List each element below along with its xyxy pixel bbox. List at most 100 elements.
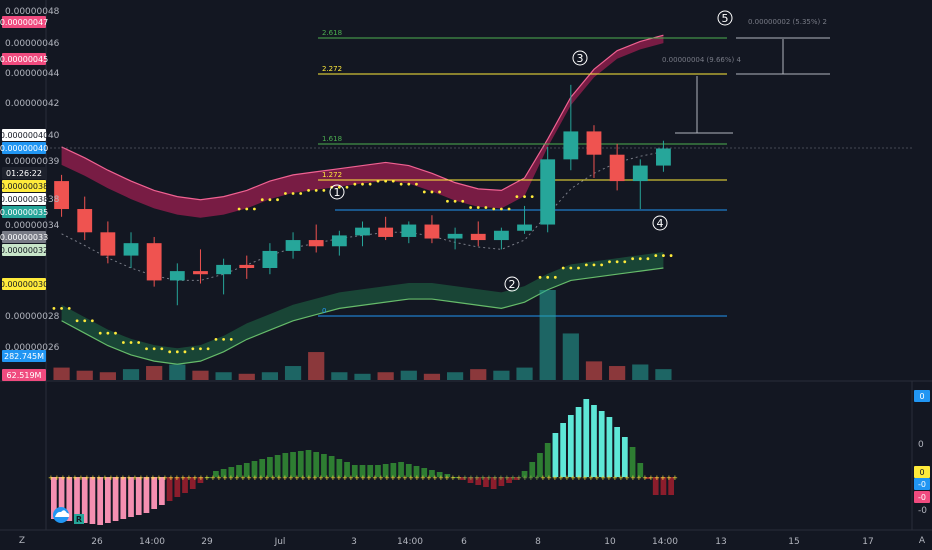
momentum-bar: [452, 477, 458, 478]
wave-labels-layer[interactable]: 1 2 3 4 5: [329, 10, 733, 292]
trail-dot: [90, 319, 94, 323]
volume-bar: [562, 333, 579, 380]
zero-cross-marker: +: [132, 474, 138, 482]
momentum-bar: [81, 477, 88, 523]
measure-layer[interactable]: 0.00000002 (5.35%) 2 0.00000004 (9.66%) 4: [662, 18, 830, 134]
trail-dot: [160, 347, 164, 351]
candle-body: [563, 131, 579, 160]
volume-bar: [215, 372, 232, 380]
price-badge-label: 62.519M: [7, 371, 42, 380]
zero-cross-marker: +: [288, 474, 294, 482]
trail-dot: [214, 338, 218, 341]
zero-cross-marker: +: [102, 474, 108, 482]
osc-tick: 0: [918, 440, 924, 450]
candles-layer[interactable]: [54, 84, 671, 306]
price-badge: [2, 16, 46, 28]
price-badge: [2, 278, 46, 290]
volume-bar: [308, 352, 325, 380]
momentum-bar: [97, 477, 104, 525]
zero-cross-marker: +: [576, 474, 582, 482]
momentum-bar: [66, 477, 73, 521]
trail-dot: [152, 347, 156, 351]
wave-label-4: 4: [657, 217, 664, 230]
trail-dot: [561, 266, 565, 270]
zero-cross-marker: +: [204, 474, 210, 482]
zero-cross-marker: +: [582, 474, 588, 482]
zero-cross-marker: +: [402, 474, 408, 482]
momentum-bar: [305, 450, 312, 477]
trail-dot: [322, 188, 326, 192]
price-axis[interactable]: 0.00000048 0.00000046 0.00000044 0.00000042…: [0, 7, 60, 381]
zero-cross-marker: +: [468, 474, 474, 482]
trail-dot: [307, 188, 310, 192]
zero-cross-marker: +: [390, 474, 396, 482]
momentum-bar: [112, 477, 119, 521]
osc-badge-label: 0: [919, 468, 924, 477]
momentum-bar: [321, 454, 327, 477]
price-badge: [2, 142, 46, 154]
momentum-bar: [537, 453, 543, 477]
price-badge: [2, 129, 46, 141]
zero-cross-marker: +: [120, 474, 126, 482]
time-axis[interactable]: 26 14:00 29 Jul 3 14:00 6 8 10 14:00 13 15 17: [91, 537, 873, 547]
candle-body: [447, 233, 463, 239]
osc-axis[interactable]: 0 -0 0 0 -0 -0: [914, 390, 930, 516]
price-badge-label: 0.00000040: [0, 131, 48, 140]
zero-cross-marker: +: [384, 474, 390, 482]
trail-dot: [430, 190, 434, 194]
momentum-bar: [259, 459, 266, 477]
zero-cross-marker: +: [336, 474, 342, 482]
candle-body: [355, 227, 370, 236]
wave-circle-3: [572, 50, 588, 66]
zero-cross-marker: +: [54, 474, 60, 482]
momentum-bar: [575, 407, 582, 477]
zero-cross-marker: +: [84, 474, 90, 482]
osc-badge: [914, 491, 930, 503]
zero-cross-marker: +: [252, 474, 258, 482]
volume-bar: [539, 290, 556, 380]
zero-cross-marker: +: [222, 474, 228, 482]
zero-cross-marker: +: [480, 474, 486, 482]
volume-bar: [284, 366, 302, 380]
wave-circle-2: [504, 276, 520, 292]
trail-dot: [584, 263, 588, 267]
time-axis-left-button[interactable]: Z: [19, 536, 25, 546]
osc-tick: -0: [918, 506, 927, 516]
trail-dot: [291, 192, 295, 195]
momentum-bar: [120, 477, 127, 519]
trail-dot: [577, 266, 580, 270]
volume-bar: [423, 373, 441, 380]
candle-body: [378, 227, 394, 237]
zero-cross-marker: +: [96, 474, 102, 482]
momentum-bar: [421, 468, 428, 477]
momentum-bar: [652, 477, 659, 495]
wave-label-1: 1: [334, 186, 341, 199]
momentum-bar: [128, 477, 134, 517]
candle-body: [308, 240, 324, 247]
price-badge: [2, 193, 46, 205]
zero-cross-marker: +: [312, 474, 318, 482]
trail-dot: [60, 306, 63, 310]
momentum-bar: [367, 465, 374, 477]
momentum-bar: [189, 477, 196, 489]
zero-cross-marker: +: [210, 474, 216, 482]
price-badge: [2, 206, 46, 218]
zero-cross-marker: +: [258, 474, 264, 482]
fib-label-0: 0: [322, 307, 326, 315]
wave-circle-5: [717, 10, 733, 26]
candle-body: [517, 224, 532, 231]
cloud-shape: [55, 510, 70, 517]
momentum-bar: [583, 399, 590, 477]
volume-bar: [53, 367, 70, 380]
time-tick: 14:00: [139, 537, 165, 547]
volume-bar: [632, 364, 649, 380]
time-axis-right-button[interactable]: A: [919, 536, 926, 546]
zero-cross-marker: +: [666, 474, 672, 482]
trail-dot: [515, 195, 519, 199]
zero-cross-marker: +: [528, 474, 534, 482]
price-tick: 0.00000026: [5, 343, 60, 353]
momentum-bar: [513, 477, 520, 480]
